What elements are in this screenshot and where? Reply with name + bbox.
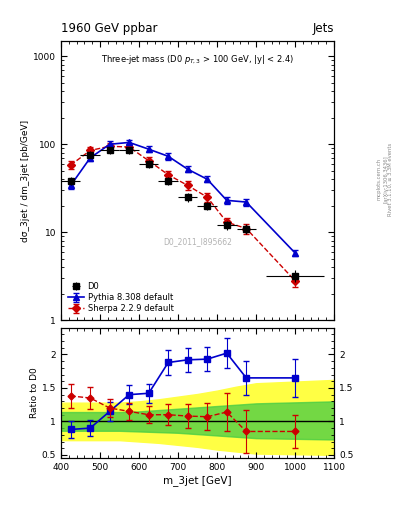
Text: D0_2011_I895662: D0_2011_I895662 [163,238,232,246]
Text: [arXiv:1306.3436]: [arXiv:1306.3436] [383,155,387,203]
Legend: D0, Pythia 8.308 default, Sherpa 2.2.9 default: D0, Pythia 8.308 default, Sherpa 2.2.9 d… [65,280,176,316]
Y-axis label: Ratio to D0: Ratio to D0 [30,368,39,418]
Text: Three-jet mass (D0 $p_{T,3}$ > 100 GeV, |y| < 2.4): Three-jet mass (D0 $p_{T,3}$ > 100 GeV, … [101,54,294,67]
Text: 1960 GeV ppbar: 1960 GeV ppbar [61,22,158,35]
Text: Rivet 3.1.10, ≥ 3.3M events: Rivet 3.1.10, ≥ 3.3M events [388,142,393,216]
Text: Jets: Jets [312,22,334,35]
Text: mcplots.cern.ch: mcplots.cern.ch [377,158,382,200]
X-axis label: m_3jet [GeV]: m_3jet [GeV] [163,475,232,486]
Y-axis label: dσ_3jet / dm_3jet [pb/GeV]: dσ_3jet / dm_3jet [pb/GeV] [21,119,30,242]
